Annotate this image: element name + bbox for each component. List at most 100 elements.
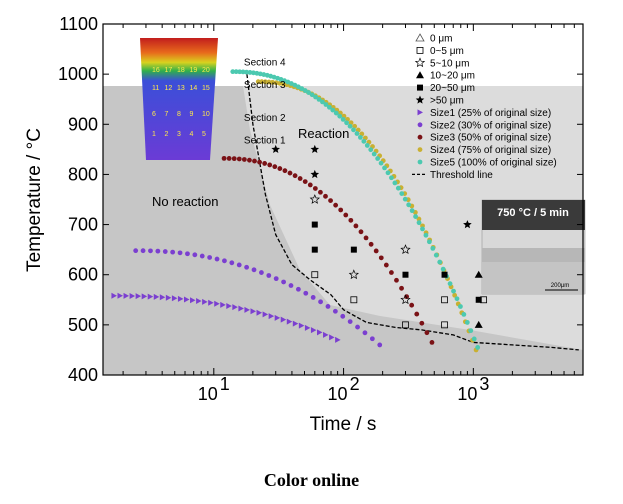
specimen-number: 17 [165,67,173,74]
size3-point [424,330,430,336]
size3-point [429,340,435,345]
size5-point [440,266,446,272]
size2-point [355,324,360,330]
size5-point [413,214,418,219]
specimen-number: 14 [190,85,198,92]
legend-swatch [417,159,423,165]
thickness-point [441,321,448,329]
size5-point [357,134,363,140]
size3-point [257,159,262,165]
size2-point [288,283,294,288]
specimen-number: 12 [165,85,173,92]
size2-point [177,250,183,256]
size3-point [236,156,242,162]
size2-point [273,276,279,282]
specimen-number: 18 [177,67,185,74]
size1-point [292,320,299,327]
specimen-photo [140,38,218,160]
size3-point [221,155,227,161]
size5-point [347,123,353,129]
size1-point [171,295,178,302]
size5-point [316,96,322,102]
size5-point [309,92,315,98]
size5-point [326,104,332,110]
specimen-number: 6 [152,111,156,118]
y-tick-label: 1100 [59,14,98,34]
size1-point [220,301,226,308]
size1-point [123,292,130,299]
thickness-point [350,246,357,253]
size1-point [129,292,136,299]
size2-point [340,313,346,319]
size3-point [338,207,344,213]
size5-point [395,185,401,191]
size1-point [202,298,208,305]
size4-point [452,292,458,298]
size3-point [373,248,379,254]
thickness-point [310,144,320,153]
size1-point [316,329,323,336]
size5-point [420,226,425,232]
size3-point [231,156,237,162]
size3-point [241,157,247,162]
size5-point [313,94,318,100]
size5-point [389,175,394,181]
size5-point [330,107,336,113]
size3-point [272,164,278,170]
legend-swatch [417,109,423,116]
legend-swatch [417,122,423,128]
thickness-point [474,320,483,328]
size1-point [250,308,256,315]
size3-point [383,262,389,268]
size3-point [358,229,364,235]
size2-point [185,251,190,257]
size2-point [266,273,272,278]
specimen-number: 15 [202,85,210,92]
size2-point [347,319,353,324]
size3-point [328,198,333,204]
thickness-point [400,244,411,255]
size5-point [399,191,405,197]
size1-point [190,297,196,304]
legend-entry: 0 μm [430,34,452,45]
size5-point [306,90,312,95]
size2-point [362,330,368,336]
size5-point [454,296,460,302]
size1-point [135,293,142,300]
specimen-number: 8 [177,111,181,118]
y-tick-label: 400 [68,365,98,385]
thickness-point [311,271,319,279]
size5-point [461,311,467,317]
size3-point [419,320,425,326]
size3-point [399,285,404,291]
threshold-line-layer [246,74,579,351]
specimen-number: 20 [202,67,210,74]
size3-point [323,193,328,199]
size5-point [240,69,246,75]
size3-point [368,241,374,247]
inset-micrograph-label: 750 °C / 5 min [497,207,569,219]
thickness-point [271,144,280,153]
thickness-point [441,271,448,278]
size3-point [292,173,298,179]
size5-point [351,127,356,133]
size1-point [262,311,269,318]
section-label: Section 2 [244,113,286,124]
size1-point [256,309,263,316]
size4-point [259,79,265,85]
legend-swatch [417,84,423,91]
size5-point [364,143,370,148]
size1-point [183,296,190,303]
size2-point [192,252,198,258]
x-tick-label: 10 [328,384,348,404]
size4-point [255,79,261,85]
specimen-number: 16 [152,67,160,74]
size1-point [268,313,275,320]
size5-point [371,151,377,157]
size3-point [353,223,359,229]
size2-point [281,279,286,285]
thickness-points-layer [271,144,488,329]
size3-point [226,156,232,161]
size3-point [252,158,257,164]
size3-point [282,168,288,174]
